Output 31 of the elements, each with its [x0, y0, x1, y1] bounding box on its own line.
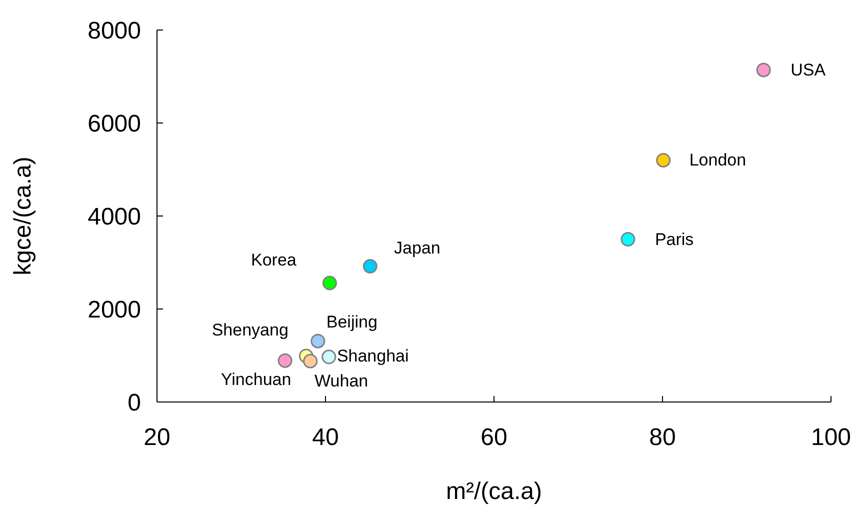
series-label: Beijing	[326, 312, 378, 332]
series-label: USA	[790, 60, 826, 80]
x-tick-label: 80	[649, 424, 676, 452]
series-label: Yinchuan	[220, 370, 292, 390]
point	[620, 232, 636, 246]
y-tick-label: 6000	[88, 110, 141, 138]
y-tick-label: 2000	[88, 296, 141, 324]
point	[756, 62, 771, 78]
y-tick-label: 4000	[88, 204, 141, 231]
series-label: Paris	[654, 230, 694, 249]
series-label: Shanghai	[336, 346, 409, 366]
point	[278, 353, 292, 368]
series-label: Japan	[394, 238, 440, 258]
point	[303, 354, 318, 368]
point	[310, 334, 326, 348]
series-label: London	[689, 150, 746, 170]
x-tick-label: 20	[144, 424, 170, 452]
x-tick-label: 40	[312, 424, 339, 452]
point	[362, 258, 378, 274]
point	[656, 152, 671, 168]
y-tick-label: 8000	[88, 18, 141, 45]
series-label: Korea	[251, 250, 297, 270]
x-tick-label: 60	[480, 424, 508, 452]
series-label: Shenyang	[212, 320, 288, 340]
y-axis-title: kgce/(ca.a)	[10, 156, 37, 276]
x-axis-title: m²/(ca.a)	[446, 478, 542, 505]
point	[322, 350, 336, 364]
series-label: Wuhan	[314, 372, 368, 391]
point	[322, 276, 337, 290]
y-tick-label: 0	[128, 390, 141, 417]
x-tick-label: 100	[810, 424, 852, 452]
